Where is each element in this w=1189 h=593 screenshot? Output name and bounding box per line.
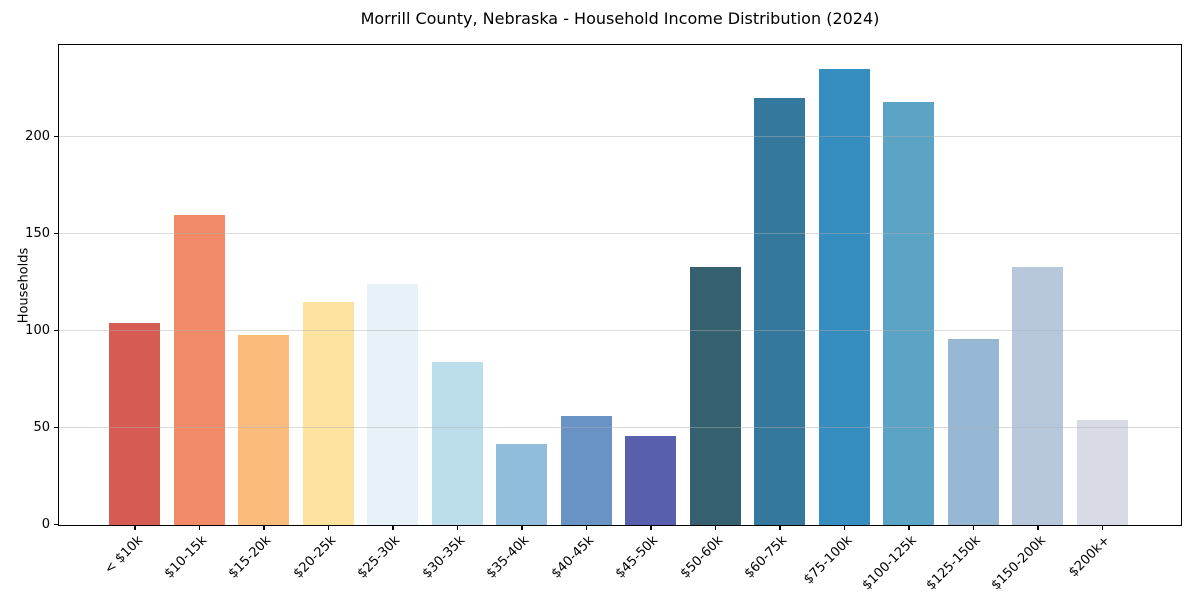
y-tick-mark <box>54 135 58 138</box>
chart-title: Morrill County, Nebraska - Household Inc… <box>360 9 880 28</box>
bar-$35-40k <box>496 443 548 525</box>
gridline-y150 <box>59 233 1181 234</box>
x-tick-label: $20-25k <box>290 533 340 582</box>
x-tick-mark <box>714 526 717 530</box>
y-tick-label: 100 <box>25 322 50 338</box>
x-tick-mark <box>972 526 975 530</box>
x-tick-mark <box>585 526 588 530</box>
x-tick-mark <box>779 526 781 530</box>
x-tick-mark <box>1037 526 1039 530</box>
x-tick-label: $30-35k <box>419 533 469 582</box>
bar-$10-15k <box>173 214 225 525</box>
x-tick-mark <box>456 526 459 530</box>
x-tick-label: $60-75k <box>742 533 791 582</box>
bar-$75-100k <box>818 69 870 525</box>
x-tick-label: $100-125k <box>859 533 920 593</box>
y-tick-label: 150 <box>25 225 50 241</box>
plot-area <box>58 44 1182 526</box>
bar-$15-20k <box>238 334 290 525</box>
y-tick-mark <box>54 426 58 429</box>
x-tick-mark <box>327 526 330 530</box>
bar-$30-35k <box>431 362 483 525</box>
x-tick-label: $10-15k <box>161 533 211 582</box>
x-tick-label: $35-40k <box>484 533 533 582</box>
x-tick-mark <box>392 526 394 530</box>
bar-$200k+ <box>1076 420 1128 525</box>
bar-$125-150k <box>947 338 999 525</box>
bar-$40-45k <box>560 416 612 525</box>
x-tick-label: $200k+ <box>1066 533 1114 581</box>
gridline-y200 <box>59 135 1181 137</box>
x-tick-label: $50-60k <box>677 533 727 582</box>
x-tick-mark <box>843 526 846 530</box>
x-tick-mark <box>908 526 910 530</box>
x-tick-label: $15-20k <box>226 533 275 582</box>
x-tick-mark <box>198 526 201 530</box>
x-tick-mark <box>263 526 265 530</box>
x-tick-label: $75-100k <box>800 533 856 588</box>
x-tick-label: $45-50k <box>613 533 662 582</box>
gridline-y50 <box>59 427 1181 428</box>
y-axis-label: Households <box>16 247 32 324</box>
bar-$50-60k <box>689 266 741 525</box>
x-tick-mark <box>650 526 652 530</box>
bar-$100-125k <box>883 102 935 525</box>
y-tick-label: 50 <box>33 419 50 435</box>
y-tick-mark <box>54 524 58 526</box>
y-tick-label: 0 <box>41 516 50 532</box>
y-tick-mark <box>54 232 58 235</box>
bar-$20-25k <box>302 301 354 525</box>
gridline-y100 <box>59 330 1181 331</box>
x-tick-label: $25-30k <box>355 533 404 582</box>
x-tick-label: $125-150k <box>923 533 985 593</box>
bar-< $10k <box>109 323 161 525</box>
bar-$45-50k <box>625 435 677 525</box>
x-tick-label: < $10k <box>101 533 146 578</box>
x-tick-label: $150-200k <box>988 533 1049 593</box>
x-tick-mark <box>1101 526 1104 530</box>
bar-$60-75k <box>754 98 806 525</box>
bar-$25-30k <box>367 284 419 525</box>
y-tick-label: 200 <box>25 128 50 144</box>
x-tick-mark <box>134 526 136 530</box>
bar-$150-200k <box>1012 266 1064 525</box>
y-tick-mark <box>54 329 58 332</box>
x-tick-mark <box>521 526 523 530</box>
x-tick-label: $40-45k <box>548 533 598 582</box>
